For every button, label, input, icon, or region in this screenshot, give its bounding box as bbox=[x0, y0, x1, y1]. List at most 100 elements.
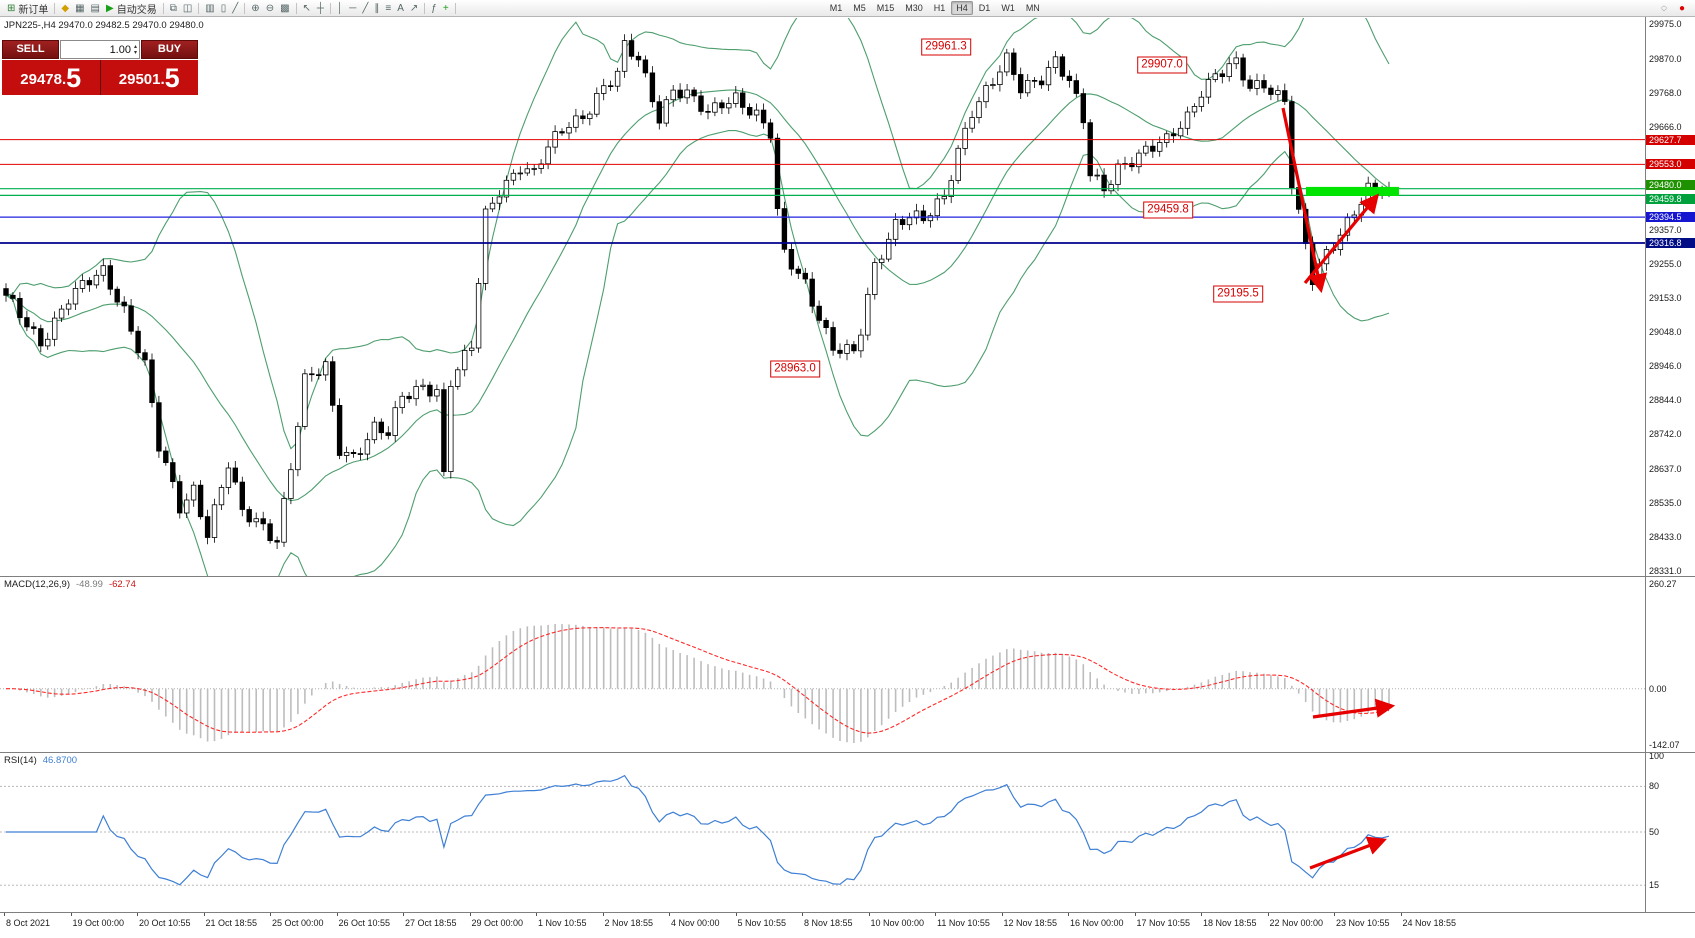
time-label: 27 Oct 18:55 bbox=[405, 918, 457, 928]
zoom-in-icon[interactable]: ⊕ bbox=[248, 1, 262, 16]
buy-price[interactable]: 29501. 5 bbox=[100, 60, 198, 95]
navigator-icon[interactable]: ▤ bbox=[88, 1, 103, 16]
scale-label: 28844.0 bbox=[1649, 395, 1682, 406]
time-tick bbox=[403, 913, 404, 916]
line-chart-icon: ╱ bbox=[232, 2, 239, 14]
time-label: 22 Nov 00:00 bbox=[1269, 918, 1324, 928]
cursor-icon[interactable]: ↖ bbox=[300, 1, 314, 16]
line-chart-icon[interactable]: ╱ bbox=[229, 1, 241, 16]
macd-scale-min: -142.07 bbox=[1649, 740, 1680, 750]
zoom-out-icon: ⊖ bbox=[265, 2, 275, 14]
timeframe-m30-button[interactable]: M30 bbox=[905, 3, 923, 13]
scale-label: 29153.0 bbox=[1649, 292, 1682, 303]
time-label: 1 Nov 10:55 bbox=[538, 918, 587, 928]
time-label: 11 Nov 10:55 bbox=[937, 918, 990, 928]
toolbar-separator bbox=[244, 2, 246, 14]
time-label: 21 Oct 18:55 bbox=[205, 918, 258, 928]
profiles-icon[interactable]: ◫ bbox=[180, 1, 195, 16]
equidistant-channel-icon[interactable]: ∥ bbox=[371, 1, 382, 16]
time-tick bbox=[1267, 913, 1269, 916]
sell-price[interactable]: 29478. 5 bbox=[2, 60, 100, 95]
trendline-icon[interactable]: ╱ bbox=[359, 1, 371, 16]
vertical-line-icon[interactable]: │ bbox=[334, 1, 346, 16]
rsi-trend-arrow bbox=[1309, 836, 1387, 870]
toolbar-separator bbox=[454, 2, 456, 14]
toolbar-left-group: ⊞ 新订单 ◆ ▦ ▤ ▶ 自动交易 ⧉ ◫ ▥ ▯ ╱ ⊕ ⊖ ▩ ↖ ┼ │ ─ ╱ ∥ ≡ A ↗ ƒ + bbox=[4, 1, 819, 16]
crosshair-icon[interactable]: ┼ bbox=[314, 1, 327, 16]
new-chart-icon[interactable]: ⧉ bbox=[167, 1, 180, 16]
volume-value: 1.00 bbox=[109, 43, 131, 56]
data-window-icon[interactable]: ▦ bbox=[72, 1, 87, 16]
fibonacci-icon[interactable]: ≡ bbox=[382, 1, 394, 16]
horizontal-line-icon[interactable]: ─ bbox=[346, 1, 359, 16]
rsi-label: RSI(14) 46.8700 bbox=[4, 755, 77, 766]
toolbar-separator bbox=[295, 2, 297, 14]
toolbar-right-group: ◌ ● bbox=[1658, 1, 1691, 16]
timeframe-mn-button[interactable]: MN bbox=[1025, 3, 1040, 13]
text-label-icon: A bbox=[397, 2, 404, 14]
price-annotation[interactable]: 29195.5 bbox=[1213, 285, 1263, 303]
market-watch-icon[interactable]: ◆ bbox=[58, 1, 72, 16]
rsi-scale-label: 50 bbox=[1649, 827, 1660, 837]
volume-up-button[interactable]: ▴ bbox=[133, 43, 137, 50]
tile-windows-icon[interactable]: ▩ bbox=[277, 1, 292, 16]
candlestick-chart-icon[interactable]: ▯ bbox=[218, 1, 230, 16]
arrows-tool-icon[interactable]: ↗ bbox=[407, 1, 421, 16]
toolbar-separator bbox=[424, 2, 426, 14]
text-label-icon[interactable]: A bbox=[394, 1, 407, 16]
time-label: 25 Oct 00:00 bbox=[272, 918, 324, 928]
bar-chart-icon[interactable]: ▥ bbox=[202, 1, 217, 16]
timeframe-m5-button[interactable]: M5 bbox=[853, 3, 866, 13]
time-label: 19 Oct 00:00 bbox=[72, 918, 125, 928]
timeframe-d1-button[interactable]: D1 bbox=[978, 3, 991, 13]
auto-trading-button-label: 自动交易 bbox=[116, 4, 157, 16]
scale-label: 28433.0 bbox=[1649, 532, 1682, 543]
notification-icon[interactable]: ● bbox=[1676, 1, 1688, 16]
macd-trend-arrow bbox=[1312, 698, 1396, 719]
new-order-button[interactable]: ⊞ 新订单 bbox=[4, 1, 51, 16]
timeframe-w1-button[interactable]: W1 bbox=[1001, 3, 1015, 13]
price-annotation[interactable]: 29961.3 bbox=[921, 38, 971, 56]
indicators-icon: ƒ bbox=[431, 2, 437, 14]
rsi-scale-label: 15 bbox=[1649, 880, 1660, 891]
macd-main-value: -48.99 bbox=[76, 579, 103, 590]
timeframe-h4-button[interactable]: H4 bbox=[951, 1, 973, 15]
search-icon-glyph: ◌ bbox=[1661, 2, 1667, 14]
rsi-panel-separator[interactable] bbox=[0, 752, 1695, 753]
timeframe-h1-button[interactable]: H1 bbox=[933, 3, 946, 13]
price-scale[interactable]: 29975.0 29870.0 29768.0 29666.0 29357.0 29255… bbox=[1645, 17, 1695, 912]
timeframe-m1-button[interactable]: M1 bbox=[829, 3, 843, 13]
time-label: 26 Oct 10:55 bbox=[338, 918, 391, 928]
rsi-line bbox=[6, 774, 1390, 886]
time-tick bbox=[1001, 913, 1003, 916]
price-annotation[interactable]: 29907.0 bbox=[1137, 56, 1187, 74]
data-window-icon: ▦ bbox=[75, 2, 85, 14]
sell-button[interactable]: SELL bbox=[2, 40, 59, 59]
auto-trading-button[interactable]: ▶ 自动交易 bbox=[103, 1, 160, 16]
scale-label: 28946.0 bbox=[1649, 361, 1682, 372]
buy-price-main: 29501. bbox=[118, 71, 165, 88]
search-icon[interactable]: ◌ bbox=[1658, 1, 1670, 16]
main-trend-arrow bbox=[1281, 107, 1328, 294]
time-label: 10 Nov 00:00 bbox=[870, 918, 925, 928]
macd-signal-line bbox=[6, 627, 1390, 734]
volume-spinner: ▴ ▾ bbox=[134, 44, 137, 56]
timeframe-m15-button[interactable]: M15 bbox=[876, 3, 895, 13]
price-annotation[interactable]: 29459.8 bbox=[1143, 201, 1193, 219]
time-tick bbox=[1201, 913, 1202, 916]
auto-trading-icon: ▶ bbox=[106, 2, 114, 14]
time-axis[interactable]: 8 Oct 2021 19 Oct 00:00 20 Oct 10:55 21 Oct… bbox=[0, 912, 1695, 938]
volume-down-button[interactable]: ▾ bbox=[133, 49, 137, 56]
indicators-icon[interactable]: ƒ bbox=[428, 1, 440, 16]
time-tick bbox=[336, 913, 338, 916]
volume-input[interactable]: 1.00 ▴ ▾ bbox=[60, 40, 140, 59]
macd-scale-zero: 0.00 bbox=[1649, 683, 1667, 694]
add-indicator-icon[interactable]: + bbox=[440, 1, 452, 16]
macd-panel-separator[interactable] bbox=[0, 576, 1695, 577]
price-annotation[interactable]: 28963.0 bbox=[770, 360, 820, 378]
zoom-out-icon[interactable]: ⊖ bbox=[263, 1, 277, 16]
time-tick bbox=[70, 913, 72, 916]
buy-button[interactable]: BUY bbox=[141, 40, 198, 59]
